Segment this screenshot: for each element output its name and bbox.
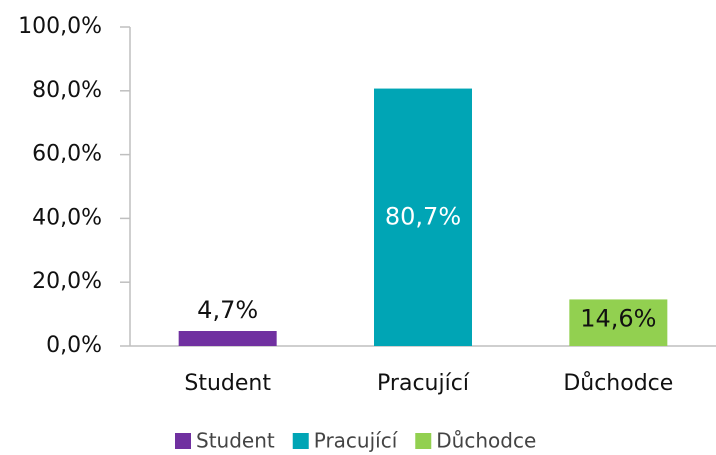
- y-tick-label: 60,0%: [32, 142, 102, 167]
- y-tick-label: 20,0%: [32, 269, 102, 294]
- bar: [569, 299, 668, 346]
- legend-label: Pracující: [314, 429, 399, 453]
- x-tick-label: Pracující: [377, 371, 470, 396]
- data-label: 80,7%: [385, 202, 461, 230]
- legend-label: Důchodce: [436, 429, 536, 453]
- y-tick-label: 40,0%: [32, 205, 102, 230]
- legend-label: Student: [196, 429, 275, 453]
- y-tick-label: 100,0%: [18, 14, 102, 39]
- legend-swatch: [415, 433, 432, 449]
- x-tick-label: Důchodce: [563, 371, 673, 396]
- legend-swatch: [175, 433, 191, 449]
- data-label: 4,7%: [197, 296, 258, 324]
- legend-swatch: [292, 433, 309, 449]
- x-tick-label: Student: [184, 371, 271, 396]
- y-tick-label: 80,0%: [32, 78, 102, 103]
- y-tick-label: 0,0%: [46, 333, 102, 358]
- bar: [178, 331, 277, 346]
- bar: [374, 88, 472, 346]
- data-label: 14,6%: [580, 304, 656, 332]
